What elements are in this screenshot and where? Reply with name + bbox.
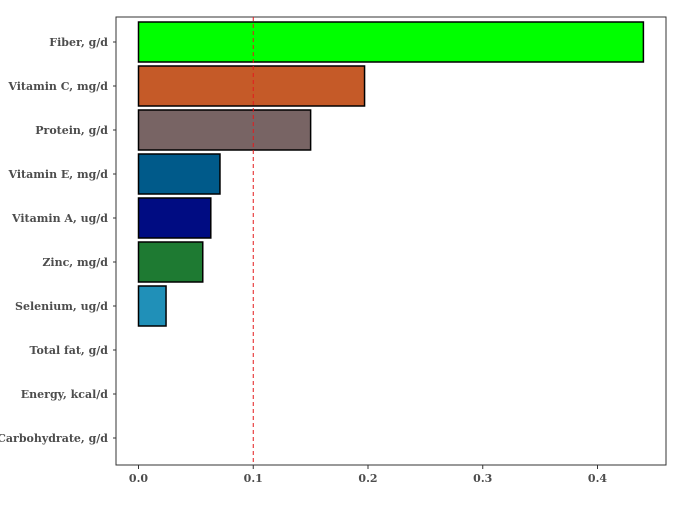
- x-tick-label: 0.2: [358, 472, 377, 485]
- bar-vitamin-e-mg-d: [137, 153, 221, 195]
- x-tick-label: 0.3: [473, 472, 492, 485]
- category-label-selenium-ug-d: Selenium, ug/d: [15, 300, 108, 313]
- x-axis: 0.0 0.1 0.2 0.3 0.4: [129, 465, 607, 485]
- bar-selenium-ug-d: [137, 285, 167, 327]
- x-tick-label: 0.1: [244, 472, 263, 485]
- category-label-vitamin-e-mg-d: Vitamin E, mg/d: [8, 168, 109, 181]
- category-label-total-fat-g-d: Total fat, g/d: [30, 344, 109, 357]
- bars-layer: [137, 21, 645, 327]
- bar-vitamin-a-ug-d: [137, 197, 212, 239]
- category-label-vitamin-a-ug-d: Vitamin A, ug/d: [11, 212, 108, 225]
- y-axis-labels: Fiber, g/d Vitamin C, mg/d Protein, g/d Vit…: [0, 36, 116, 445]
- bar-protein-g-d: [137, 109, 312, 151]
- category-label-vitamin-c-mg-d: Vitamin C, mg/d: [7, 80, 108, 93]
- bar-vitamin-c-mg-d: [137, 65, 366, 107]
- category-label-carbohydrate-g-d: Carbohydrate, g/d: [0, 432, 108, 445]
- category-label-energy-kcal-d: Energy, kcal/d: [21, 388, 109, 401]
- x-tick-label: 0.4: [588, 472, 607, 485]
- category-label-zinc-mg-d: Zinc, mg/d: [42, 256, 108, 269]
- bar-fiber-g-d: [137, 21, 645, 63]
- bar-zinc-mg-d: [137, 241, 204, 283]
- category-label-fiber-g-d: Fiber, g/d: [49, 36, 108, 49]
- category-label-protein-g-d: Protein, g/d: [35, 124, 108, 137]
- x-tick-label: 0.0: [129, 472, 148, 485]
